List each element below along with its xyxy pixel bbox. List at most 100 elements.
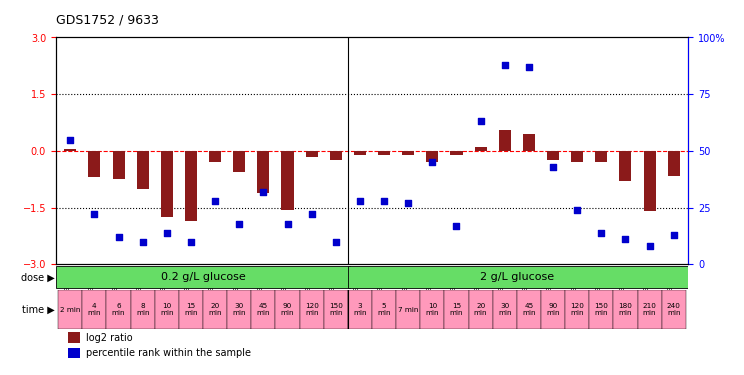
Point — [89, 211, 100, 217]
Text: dose ▶: dose ▶ — [21, 272, 54, 282]
Text: 20
min: 20 min — [474, 303, 487, 316]
Text: 10
min: 10 min — [160, 303, 173, 316]
Text: GSM94993: GSM94993 — [523, 266, 529, 306]
Bar — [209, 151, 221, 162]
Text: GSM95012: GSM95012 — [209, 266, 215, 306]
Point — [112, 234, 124, 240]
Text: 0.2 g/L glucose: 0.2 g/L glucose — [161, 272, 246, 282]
Bar — [89, 151, 100, 177]
Text: GSM95006: GSM95006 — [306, 266, 312, 306]
Bar — [185, 151, 197, 221]
Text: GSM95009: GSM95009 — [137, 266, 143, 306]
Point — [234, 220, 246, 226]
Bar — [378, 151, 390, 155]
Bar — [306, 151, 318, 157]
Bar — [106, 290, 131, 329]
Point — [498, 62, 510, 68]
Text: 8
min: 8 min — [136, 303, 150, 316]
Point — [64, 136, 76, 142]
Bar — [595, 151, 607, 162]
Bar — [667, 151, 680, 176]
Bar — [450, 151, 463, 155]
Bar — [64, 149, 77, 151]
Text: 5
min: 5 min — [377, 303, 391, 316]
Text: GSM95007: GSM95007 — [112, 266, 118, 306]
Text: GSM95011: GSM95011 — [185, 266, 191, 306]
Point — [644, 243, 655, 249]
Point — [257, 189, 269, 195]
Text: GSM94991: GSM94991 — [475, 266, 481, 306]
Bar — [137, 151, 149, 189]
Text: 90
min: 90 min — [280, 303, 295, 316]
Bar — [372, 290, 396, 329]
Bar — [251, 290, 275, 329]
Bar — [571, 151, 583, 162]
Bar — [68, 332, 80, 343]
Text: GSM95003: GSM95003 — [64, 266, 70, 306]
Text: 20
min: 20 min — [208, 303, 222, 316]
Bar — [112, 151, 124, 179]
Bar — [469, 290, 493, 329]
Bar — [644, 151, 655, 211]
Text: 150
min: 150 min — [594, 303, 609, 316]
Text: GSM95005: GSM95005 — [89, 266, 94, 306]
Text: GSM95001: GSM95001 — [644, 266, 650, 306]
Point — [547, 164, 559, 170]
Bar — [179, 290, 203, 329]
Text: 210
min: 210 min — [643, 303, 656, 316]
Text: 90
min: 90 min — [546, 303, 559, 316]
Bar — [58, 290, 83, 329]
Bar — [227, 290, 251, 329]
Text: GSM95013: GSM95013 — [234, 266, 240, 306]
Text: 120
min: 120 min — [305, 303, 318, 316]
Text: 7 min: 7 min — [398, 307, 418, 313]
Point — [137, 239, 149, 245]
Text: 45
min: 45 min — [257, 303, 270, 316]
Text: 30
min: 30 min — [498, 303, 512, 316]
Bar — [203, 290, 227, 329]
Text: 240
min: 240 min — [667, 303, 681, 316]
Bar — [68, 348, 80, 358]
Point — [403, 200, 414, 206]
Bar — [541, 290, 565, 329]
Text: 15
min: 15 min — [185, 303, 198, 316]
Text: 30
min: 30 min — [232, 303, 246, 316]
Bar — [354, 151, 366, 155]
Text: 2 g/L glucose: 2 g/L glucose — [480, 272, 554, 282]
Bar — [475, 147, 487, 151]
Text: GSM95004: GSM95004 — [281, 266, 287, 306]
Text: percentile rank within the sample: percentile rank within the sample — [86, 348, 251, 358]
Text: GSM94996: GSM94996 — [571, 266, 577, 306]
Text: 10
min: 10 min — [426, 303, 439, 316]
Text: 4
min: 4 min — [88, 303, 101, 316]
Bar — [83, 290, 106, 329]
Bar — [348, 290, 372, 329]
Point — [475, 118, 487, 124]
Bar — [523, 134, 535, 151]
Point — [523, 64, 535, 70]
Bar — [444, 290, 469, 329]
Point — [571, 207, 583, 213]
Bar — [275, 290, 300, 329]
Text: 2 min: 2 min — [60, 307, 80, 313]
Bar — [638, 290, 661, 329]
Bar — [155, 290, 179, 329]
Bar — [348, 267, 688, 288]
Text: GSM94998: GSM94998 — [595, 266, 601, 306]
Point — [426, 159, 438, 165]
Text: 150
min: 150 min — [329, 303, 343, 316]
Bar — [233, 151, 246, 172]
Text: GSM94994: GSM94994 — [547, 266, 553, 306]
Text: GSM94997: GSM94997 — [378, 266, 384, 306]
Point — [595, 230, 607, 236]
Bar — [281, 151, 294, 210]
Text: GSM94988: GSM94988 — [426, 266, 432, 306]
Point — [668, 232, 680, 238]
Bar — [300, 290, 324, 329]
Text: GSM95000: GSM95000 — [620, 266, 626, 306]
Text: 120
min: 120 min — [570, 303, 584, 316]
Point — [354, 198, 366, 204]
Text: GSM94989: GSM94989 — [450, 266, 457, 306]
Text: GSM95010: GSM95010 — [161, 266, 167, 306]
Bar — [517, 290, 541, 329]
